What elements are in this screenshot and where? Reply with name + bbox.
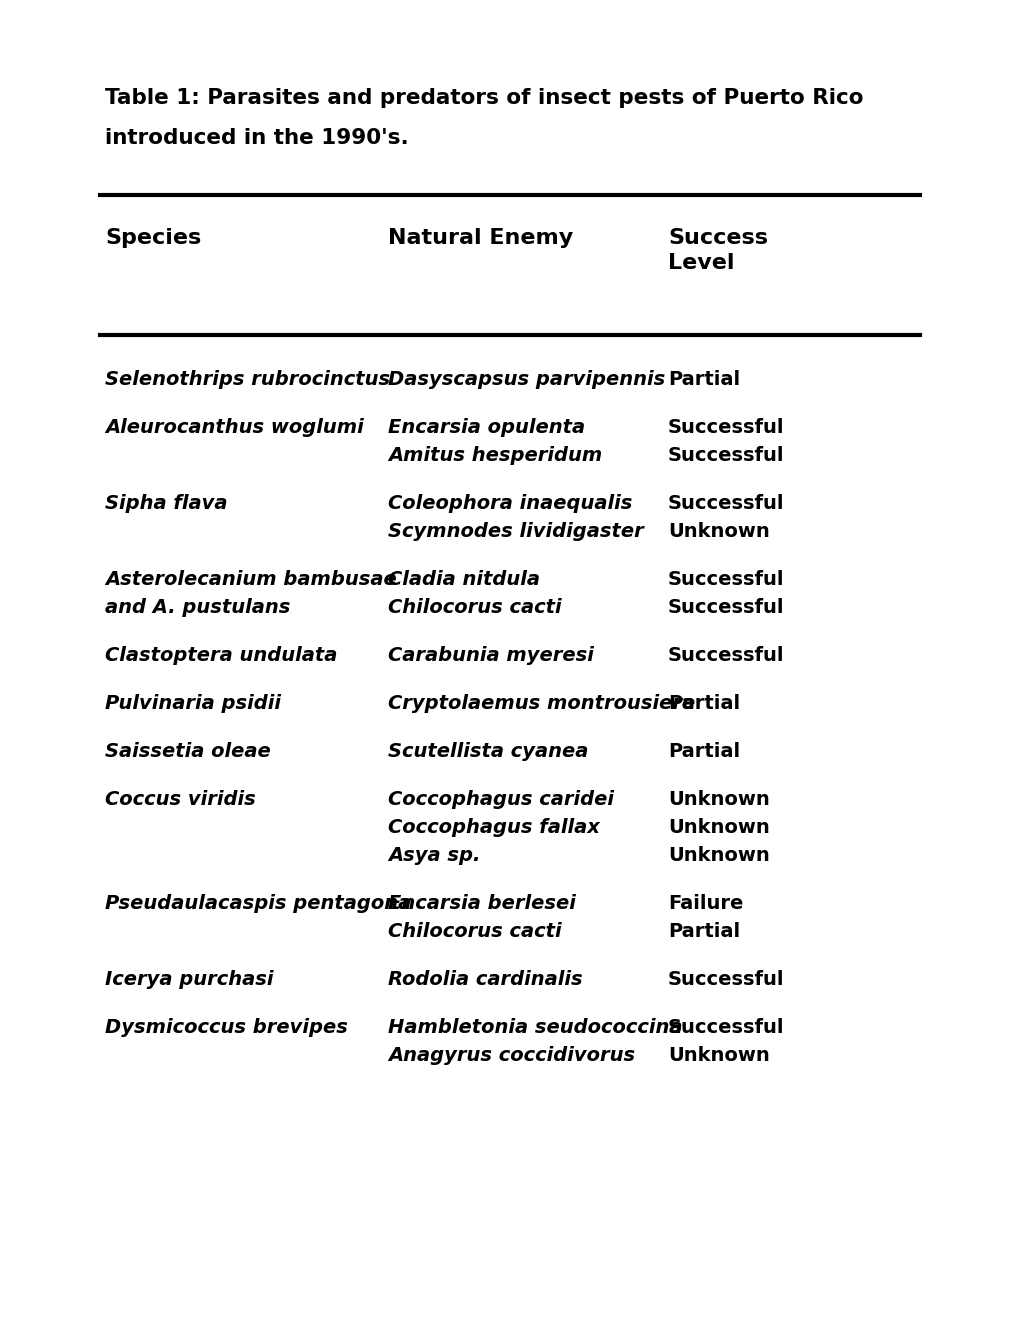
Text: Dysmicoccus brevipes: Dysmicoccus brevipes (105, 1018, 347, 1038)
Text: Encarsia opulenta: Encarsia opulenta (387, 418, 585, 437)
Text: Pseudaulacaspis pentagona: Pseudaulacaspis pentagona (105, 894, 411, 913)
Text: Coccus viridis: Coccus viridis (105, 789, 256, 809)
Text: Amitus hesperidum: Amitus hesperidum (387, 446, 601, 465)
Text: Successful: Successful (667, 446, 784, 465)
Text: Saissetia oleae: Saissetia oleae (105, 742, 270, 762)
Text: Failure: Failure (667, 894, 743, 913)
Text: and A. pustulans: and A. pustulans (105, 598, 290, 616)
Text: Successful: Successful (667, 418, 784, 437)
Text: Pulvinaria psidii: Pulvinaria psidii (105, 694, 280, 713)
Text: Cryptolaemus montrousiere: Cryptolaemus montrousiere (387, 694, 695, 713)
Text: Successful: Successful (667, 1018, 784, 1038)
Text: Coccophagus caridei: Coccophagus caridei (387, 789, 613, 809)
Text: Hambletonia seudococcina: Hambletonia seudococcina (387, 1018, 682, 1038)
Text: Coccophagus fallax: Coccophagus fallax (387, 818, 599, 837)
Text: Unknown: Unknown (667, 846, 769, 865)
Text: Cladia nitdula: Cladia nitdula (387, 570, 539, 589)
Text: Success
Level: Success Level (667, 228, 767, 273)
Text: Successful: Successful (667, 570, 784, 589)
Text: Clastoptera undulata: Clastoptera undulata (105, 645, 337, 665)
Text: Chilocorus cacti: Chilocorus cacti (387, 598, 561, 616)
Text: Unknown: Unknown (667, 521, 769, 541)
Text: Icerya purchasi: Icerya purchasi (105, 970, 273, 989)
Text: Asterolecanium bambusae: Asterolecanium bambusae (105, 570, 396, 589)
Text: Scutellista cyanea: Scutellista cyanea (387, 742, 588, 762)
Text: Table 1: Parasites and predators of insect pests of Puerto Rico: Table 1: Parasites and predators of inse… (105, 88, 863, 108)
Text: Successful: Successful (667, 645, 784, 665)
Text: Successful: Successful (667, 970, 784, 989)
Text: Partial: Partial (667, 694, 740, 713)
Text: Scymnodes lividigaster: Scymnodes lividigaster (387, 521, 643, 541)
Text: Selenothrips rubrocinctus: Selenothrips rubrocinctus (105, 370, 389, 389)
Text: Sipha flava: Sipha flava (105, 494, 227, 513)
Text: Asya sp.: Asya sp. (387, 846, 480, 865)
Text: Unknown: Unknown (667, 1045, 769, 1065)
Text: Coleophora inaequalis: Coleophora inaequalis (387, 494, 632, 513)
Text: Successful: Successful (667, 598, 784, 616)
Text: Aleurocanthus woglumi: Aleurocanthus woglumi (105, 418, 364, 437)
Text: Partial: Partial (667, 370, 740, 389)
Text: Natural Enemy: Natural Enemy (387, 228, 573, 248)
Text: Partial: Partial (667, 742, 740, 762)
Text: introduced in the 1990's.: introduced in the 1990's. (105, 128, 409, 148)
Text: Partial: Partial (667, 921, 740, 941)
Text: Unknown: Unknown (667, 818, 769, 837)
Text: Encarsia berlesei: Encarsia berlesei (387, 894, 576, 913)
Text: Species: Species (105, 228, 201, 248)
Text: Unknown: Unknown (667, 789, 769, 809)
Text: Dasyscapsus parvipennis: Dasyscapsus parvipennis (387, 370, 664, 389)
Text: Anagyrus coccidivorus: Anagyrus coccidivorus (387, 1045, 635, 1065)
Text: Successful: Successful (667, 494, 784, 513)
Text: Rodolia cardinalis: Rodolia cardinalis (387, 970, 582, 989)
Text: Carabunia myeresi: Carabunia myeresi (387, 645, 593, 665)
Text: Chilocorus cacti: Chilocorus cacti (387, 921, 561, 941)
